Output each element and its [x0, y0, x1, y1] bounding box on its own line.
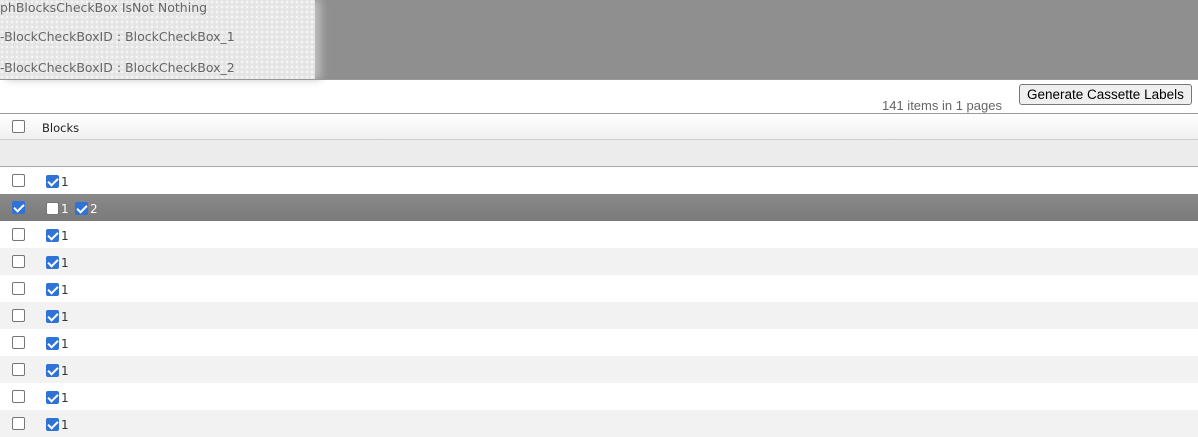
table-row[interactable]: 1 [0, 248, 1198, 275]
block-label: 1 [61, 256, 69, 270]
column-header-blocks[interactable]: Blocks [42, 121, 80, 135]
block-label: 1 [61, 310, 69, 324]
block-checkbox[interactable] [46, 175, 59, 188]
block-label: 1 [61, 391, 69, 405]
debug-line: -BlockCheckBoxID : BlockCheckBox_2 [0, 60, 235, 75]
debug-line: phBlocksCheckBox IsNot Nothing [0, 0, 208, 15]
select-all-checkbox[interactable] [12, 120, 25, 133]
block-label: 1 [61, 229, 69, 243]
block-checkbox[interactable] [46, 256, 59, 269]
table-row[interactable]: 1 [0, 302, 1198, 329]
row-select-checkbox[interactable] [12, 309, 25, 322]
table-row[interactable]: 1 [0, 356, 1198, 383]
block-label: 1 [61, 337, 69, 351]
block-label: 1 [61, 283, 69, 297]
table-row[interactable]: 1 [0, 167, 1198, 194]
block-checkbox[interactable] [46, 391, 59, 404]
block-checkbox[interactable] [46, 310, 59, 323]
generate-cassette-labels-button[interactable]: Generate Cassette Labels [1019, 84, 1192, 105]
table-row[interactable]: 1 [0, 275, 1198, 302]
block-label: 2 [90, 202, 98, 216]
table-row[interactable]: 1 [0, 221, 1198, 248]
block-checkbox[interactable] [75, 202, 88, 215]
row-select-checkbox[interactable] [12, 255, 25, 268]
block-label: 1 [61, 175, 69, 189]
filter-row [0, 140, 1198, 167]
debug-line: -BlockCheckBoxID : BlockCheckBox_1 [0, 29, 235, 44]
item-count: 141 items in 1 pages [882, 98, 1002, 113]
row-select-checkbox[interactable] [12, 390, 25, 403]
row-select-checkbox[interactable] [12, 282, 25, 295]
block-label: 1 [61, 202, 69, 216]
block-checkbox[interactable] [46, 202, 59, 215]
block-label: 1 [61, 364, 69, 378]
block-checkbox[interactable] [46, 364, 59, 377]
block-checkbox[interactable] [46, 418, 59, 431]
row-select-checkbox[interactable] [12, 336, 25, 349]
block-checkbox[interactable] [46, 283, 59, 296]
grid-toolbar: Generate Cassette Labels 141 items in 1 … [0, 79, 1198, 113]
row-select-checkbox[interactable] [12, 174, 25, 187]
row-select-checkbox[interactable] [12, 228, 25, 241]
debug-panel: phBlocksCheckBox IsNot Nothing -BlockChe… [0, 0, 315, 79]
table-row[interactable]: 1 [0, 410, 1198, 437]
table-row[interactable]: 1 [0, 383, 1198, 410]
row-select-checkbox[interactable] [12, 417, 25, 430]
block-checkbox[interactable] [46, 229, 59, 242]
debug-banner: phBlocksCheckBox IsNot Nothing -BlockChe… [0, 0, 1198, 79]
block-checkbox[interactable] [46, 337, 59, 350]
row-select-checkbox[interactable] [12, 363, 25, 376]
table-row[interactable]: 1 [0, 329, 1198, 356]
grid-header: Blocks [0, 113, 1198, 140]
row-select-checkbox[interactable] [12, 201, 25, 214]
block-label: 1 [61, 418, 69, 432]
